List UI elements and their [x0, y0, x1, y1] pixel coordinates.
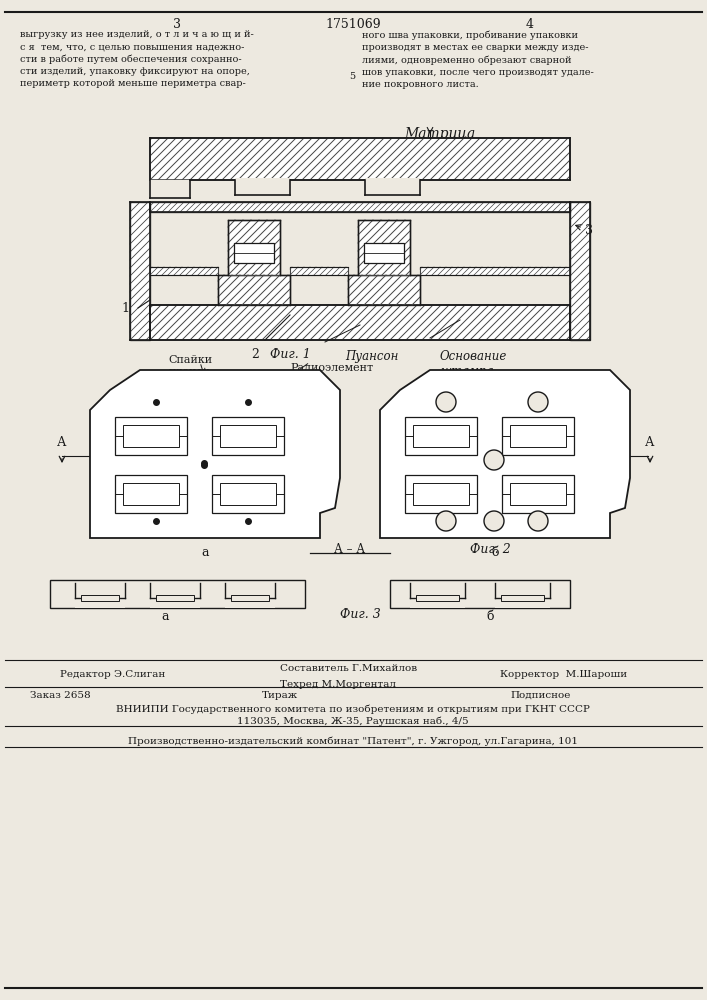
Bar — [495, 596, 550, 608]
Bar — [290, 267, 348, 275]
Text: Спайки
пленок: Спайки пленок — [168, 355, 212, 377]
Text: А: А — [57, 436, 66, 449]
Bar — [81, 595, 119, 601]
Text: Редактор Э.Слиган: Редактор Э.Слиган — [60, 670, 165, 679]
Bar — [510, 425, 566, 447]
Bar — [212, 475, 284, 513]
Circle shape — [484, 450, 504, 470]
Bar — [115, 475, 187, 513]
Text: Пуансон: Пуансон — [345, 350, 398, 363]
Text: 2: 2 — [251, 348, 259, 361]
Bar — [413, 425, 469, 447]
Polygon shape — [90, 370, 340, 538]
Bar — [150, 267, 218, 275]
Bar — [364, 243, 404, 263]
Bar — [150, 596, 200, 608]
Text: 3: 3 — [585, 224, 593, 236]
Text: выгрузку из нее изделий, о т л и ч а ю щ и й-
с я  тем, что, с целью повышения н: выгрузку из нее изделий, о т л и ч а ю щ… — [20, 30, 254, 88]
Bar — [420, 267, 570, 275]
Bar — [228, 220, 280, 275]
Circle shape — [436, 511, 456, 531]
Text: 113035, Москва, Ж-35, Раушская наб., 4/5: 113035, Москва, Ж-35, Раушская наб., 4/5 — [237, 717, 469, 726]
Text: 1751069: 1751069 — [325, 18, 381, 31]
Bar — [358, 220, 410, 275]
Bar — [220, 483, 276, 505]
Bar — [212, 417, 284, 455]
Text: 3: 3 — [173, 18, 181, 31]
Bar — [413, 483, 469, 505]
Bar — [115, 417, 187, 455]
Circle shape — [436, 392, 456, 412]
Text: Подписное: Подписное — [510, 691, 571, 700]
Text: Основание
штампа: Основание штампа — [440, 350, 508, 378]
Bar — [218, 275, 290, 305]
Bar — [130, 202, 150, 340]
Text: б: б — [491, 546, 498, 559]
Text: ВНИИПИ Государственного комитета по изобретениям и открытиям при ГКНТ СССР: ВНИИПИ Государственного комитета по изоб… — [116, 704, 590, 714]
Text: А: А — [645, 436, 655, 449]
Text: Техред М.Моргентал: Техред М.Моргентал — [280, 680, 396, 689]
Bar — [123, 483, 179, 505]
Bar — [365, 178, 420, 195]
Bar — [156, 595, 194, 601]
Bar — [231, 595, 269, 601]
Text: А – А: А – А — [334, 543, 366, 556]
Bar — [410, 596, 465, 608]
Bar — [150, 202, 570, 212]
Bar — [416, 595, 459, 601]
Bar — [235, 178, 290, 195]
Text: Фиг. 1: Фиг. 1 — [269, 348, 310, 361]
Text: 1: 1 — [121, 302, 129, 314]
Text: Производственно-издательский комбинат "Патент", г. Ужгород, ул.Гагарина, 101: Производственно-издательский комбинат "П… — [128, 736, 578, 746]
Bar — [150, 305, 570, 340]
Bar — [225, 596, 275, 608]
Text: 4: 4 — [526, 18, 534, 31]
Bar — [50, 580, 305, 608]
Bar — [405, 475, 477, 513]
Bar — [348, 275, 420, 305]
Bar — [220, 425, 276, 447]
Text: ного шва упаковки, пробивание упаковки
производят в местах ее сварки между изде-: ного шва упаковки, пробивание упаковки п… — [362, 30, 594, 89]
Bar — [510, 483, 566, 505]
Text: Фиг. 2: Фиг. 2 — [469, 543, 510, 556]
Bar — [502, 475, 574, 513]
Bar — [75, 596, 125, 608]
Bar — [570, 202, 590, 340]
Bar — [502, 417, 574, 455]
Bar — [405, 417, 477, 455]
Bar — [390, 580, 570, 608]
Text: Тираж: Тираж — [262, 691, 298, 700]
Text: Заказ 2658: Заказ 2658 — [30, 691, 90, 700]
Bar — [150, 138, 570, 180]
Text: а: а — [201, 546, 209, 559]
Bar — [123, 425, 179, 447]
Text: Фиг. 3: Фиг. 3 — [339, 608, 380, 621]
Text: Корректор  М.Шароши: Корректор М.Шароши — [500, 670, 627, 679]
Circle shape — [528, 392, 548, 412]
Polygon shape — [380, 370, 630, 538]
Text: б: б — [486, 610, 493, 623]
Bar — [501, 595, 544, 601]
Circle shape — [484, 511, 504, 531]
Text: а: а — [161, 610, 169, 623]
Bar — [234, 243, 274, 263]
Text: Составитель Г.Михайлов: Составитель Г.Михайлов — [280, 664, 417, 673]
Circle shape — [528, 511, 548, 531]
Text: Матрица: Матрица — [404, 127, 476, 141]
Text: Радиоэлемент: Радиоэлемент — [290, 362, 373, 372]
Polygon shape — [150, 180, 190, 198]
Text: 5: 5 — [349, 72, 355, 81]
